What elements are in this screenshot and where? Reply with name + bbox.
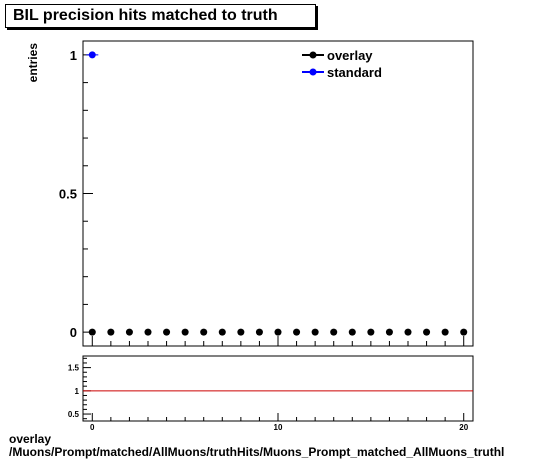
footer-text: overlay /Muons/Prompt/matched/AllMuons/t…	[9, 433, 504, 459]
y-axis-label: entries	[26, 43, 40, 83]
overlay-point	[163, 328, 171, 336]
y-tick-label: 0	[70, 325, 77, 340]
main-plot-frame	[82, 40, 474, 347]
overlay-point	[125, 328, 133, 336]
x-tick-label: 0	[90, 423, 95, 432]
x-tick-label: 20	[459, 423, 468, 432]
overlay-point	[348, 328, 356, 336]
overlay-point	[367, 328, 375, 336]
main-plot-area: 0 0.5 1 entries overlay standard	[26, 40, 474, 347]
overlay-point	[255, 328, 263, 336]
overlay-point	[181, 328, 189, 336]
overlay-point	[460, 328, 468, 336]
legend-label-standard: standard	[327, 65, 382, 80]
x-tick-label: 10	[274, 423, 283, 432]
y-tick-label: 1	[70, 48, 77, 63]
ratio-y-tick-label: 1	[75, 387, 80, 396]
footer-line-1: overlay	[9, 432, 52, 446]
overlay-point	[385, 328, 393, 336]
chart-title-box: BIL precision hits matched to truth	[5, 4, 316, 28]
overlay-point	[293, 328, 301, 336]
overlay-point	[144, 328, 152, 336]
overlay-point	[441, 328, 449, 336]
overlay-point	[330, 328, 338, 336]
footer-line-2: /Muons/Prompt/matched/AllMuons/truthHits…	[9, 445, 505, 459]
y-tick-label: 0.5	[59, 187, 77, 202]
legend-label-overlay: overlay	[327, 48, 373, 63]
chart-title: BIL precision hits matched to truth	[13, 7, 278, 24]
ratio-y-tick-label: 0.5	[68, 410, 80, 419]
overlay-point	[200, 328, 208, 336]
overlay-point	[107, 328, 115, 336]
overlay-point	[218, 328, 226, 336]
ratio-plot-area: 0.5 1 1.5 0 10 20	[68, 355, 474, 432]
overlay-point	[404, 328, 412, 336]
overlay-point	[88, 328, 96, 336]
ratio-plot-frame	[82, 355, 474, 422]
overlay-point	[311, 328, 319, 336]
overlay-point	[423, 328, 431, 336]
overlay-point	[274, 328, 282, 336]
legend-marker-standard	[309, 68, 317, 76]
standard-point	[88, 51, 96, 59]
overlay-point	[237, 328, 245, 336]
ratio-y-tick-label: 1.5	[68, 364, 80, 373]
legend-marker-overlay	[309, 51, 317, 59]
